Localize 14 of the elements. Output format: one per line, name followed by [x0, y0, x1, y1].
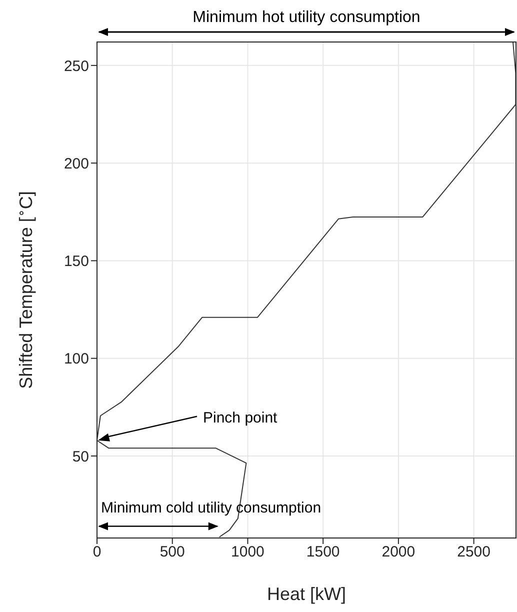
- text: Minimum hot utility consumption: [192, 9, 420, 26]
- x-axis-title: Heat [kW]: [266, 584, 346, 604]
- x-tick-label: 0: [92, 544, 102, 561]
- y-tick-label: 100: [64, 350, 89, 368]
- x-tick-label: 2500: [457, 544, 490, 561]
- x-tick-label: 2000: [382, 544, 416, 561]
- y-tick-label: 50: [72, 448, 89, 466]
- x-tick-label: 1500: [306, 544, 340, 561]
- x-tick-label: 500: [160, 544, 185, 561]
- y-tick-label: 250: [64, 58, 89, 75]
- annotation: Pinch point: [203, 409, 278, 426]
- y-tick-label: 150: [64, 253, 89, 270]
- y-tick-label: 200: [64, 155, 89, 172]
- x-tick-label: 1000: [231, 544, 264, 561]
